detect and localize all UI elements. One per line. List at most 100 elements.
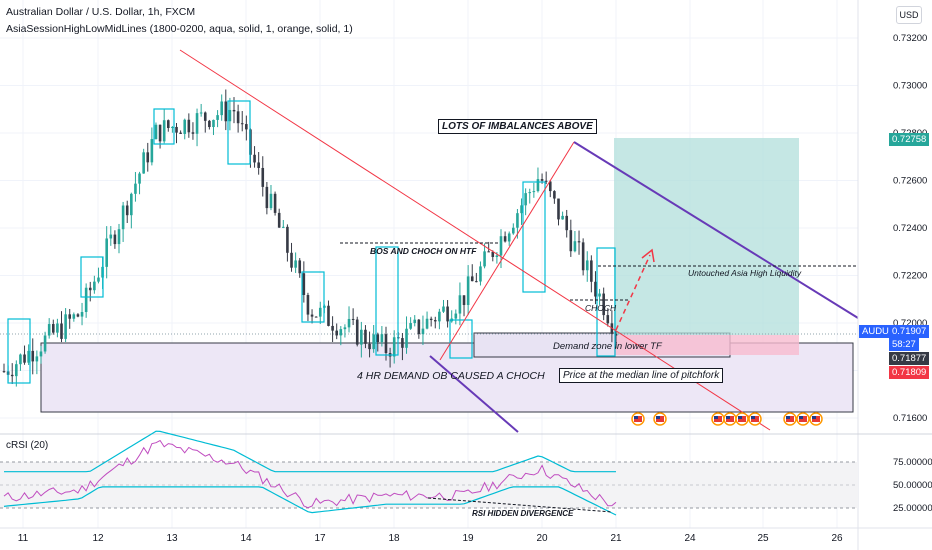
candle-body — [327, 305, 330, 326]
event-flag-icon[interactable] — [653, 412, 667, 426]
candle-body — [425, 318, 429, 329]
candle-body — [35, 356, 39, 362]
candle-body — [56, 323, 59, 333]
event-flag-icon[interactable] — [748, 412, 762, 426]
candle-body — [442, 306, 445, 312]
time-tick-label: 18 — [388, 533, 400, 544]
time-tick-label: 21 — [610, 533, 622, 544]
candle-body — [187, 119, 191, 133]
event-flag-icon[interactable] — [796, 412, 810, 426]
event-flag-icon[interactable] — [711, 412, 725, 426]
time-axis-ticks: 11 12 13 14 17 18 19 20 21 24 25 26 — [18, 533, 843, 544]
candle-body — [60, 323, 63, 339]
price-tick-label: 0.72200 — [893, 271, 927, 282]
candle-body — [454, 313, 458, 319]
countdown-tag: 58:27 — [889, 338, 919, 351]
chart-title: Australian Dollar / U.S. Dollar, 1h, FXC… — [6, 6, 196, 18]
untouched-label: Untouched Asia High Liquidity — [688, 268, 802, 278]
candle-body — [405, 328, 408, 348]
candle-body — [72, 314, 76, 319]
candle-body — [261, 167, 265, 187]
currency-button[interactable]: USD — [896, 6, 922, 24]
candle-body — [585, 260, 589, 271]
candle-body — [154, 124, 158, 140]
candle-body — [503, 236, 507, 242]
candle-body — [80, 312, 84, 317]
candle-body — [368, 343, 371, 350]
candle-body — [553, 191, 556, 199]
candle-body — [31, 350, 35, 362]
candle-body — [606, 315, 610, 324]
candle-body — [401, 338, 404, 348]
candle-body — [520, 205, 523, 214]
candle-body — [421, 328, 425, 335]
candle-body — [536, 179, 540, 192]
candle-body — [76, 314, 80, 317]
candle-body — [602, 293, 605, 316]
candle-body — [199, 112, 203, 114]
asia-session-boxes — [7, 100, 616, 384]
candle-body — [175, 126, 178, 133]
candle-body — [138, 173, 141, 184]
candle-body — [134, 183, 137, 194]
candle-body — [544, 180, 548, 182]
candle-body — [384, 334, 388, 354]
candle-body — [113, 234, 117, 245]
candle-body — [257, 162, 260, 168]
price-tick-label: 0.72600 — [893, 176, 927, 187]
candle-body — [475, 281, 478, 283]
candle-body — [594, 281, 597, 297]
demand-lower-label: Demand zone in lower TF — [553, 341, 662, 352]
candle-body — [97, 277, 100, 282]
event-flag-icon[interactable] — [783, 412, 797, 426]
candle-body — [47, 324, 51, 336]
candle-body — [516, 213, 519, 228]
candle-body — [302, 273, 306, 295]
downtrend-line — [179, 49, 771, 431]
candle-body — [598, 293, 601, 297]
price-tick-label: 0.71600 — [893, 413, 927, 424]
event-flag-icon[interactable] — [809, 412, 823, 426]
candle-body — [93, 281, 96, 291]
event-flag-icon[interactable] — [735, 412, 749, 426]
candle-body — [507, 233, 511, 242]
indicator-legend[interactable]: AsiaSessionHighLowMidLines (1800-0200, a… — [6, 23, 353, 35]
time-tick-label: 14 — [240, 533, 252, 544]
price-tick-label: 0.73000 — [893, 81, 927, 92]
candle-body — [331, 325, 334, 331]
candle-body — [121, 205, 125, 230]
candle-body — [524, 193, 527, 206]
candle-body — [68, 314, 72, 319]
event-flag-icon[interactable] — [723, 412, 737, 426]
candle-body — [499, 236, 503, 256]
imbalances-label: LOTS OF IMBALANCES ABOVE — [438, 119, 597, 134]
candle-body — [360, 329, 363, 345]
candle-body — [491, 251, 495, 257]
demand-4h-label: 4 HR DEMAND OB CAUSED A CHOCH — [357, 370, 545, 382]
candle-body — [372, 334, 375, 350]
session-box — [301, 271, 325, 323]
candle-body — [273, 193, 277, 213]
candle-body — [573, 241, 577, 252]
candle-body — [142, 152, 145, 174]
candle-body — [310, 314, 314, 317]
candle-body — [512, 227, 515, 234]
session-box — [153, 108, 175, 145]
candle-body — [195, 113, 199, 134]
price-tick-label: 0.72000 — [893, 318, 927, 329]
candle-body — [2, 371, 6, 373]
candle-body — [183, 119, 187, 134]
rsi-legend[interactable]: cRSI (20) — [6, 440, 49, 451]
candle-body — [10, 374, 14, 377]
candle-body — [236, 111, 240, 124]
candle-body — [166, 120, 170, 128]
candle-body — [179, 132, 182, 134]
candle-body — [150, 139, 154, 163]
event-flag-icon[interactable] — [631, 412, 645, 426]
arrow-head — [641, 248, 655, 263]
candle-body — [470, 276, 474, 282]
time-tick-label: 19 — [462, 533, 474, 544]
candle-body — [561, 215, 564, 220]
pitchfork-median-line — [439, 141, 575, 361]
